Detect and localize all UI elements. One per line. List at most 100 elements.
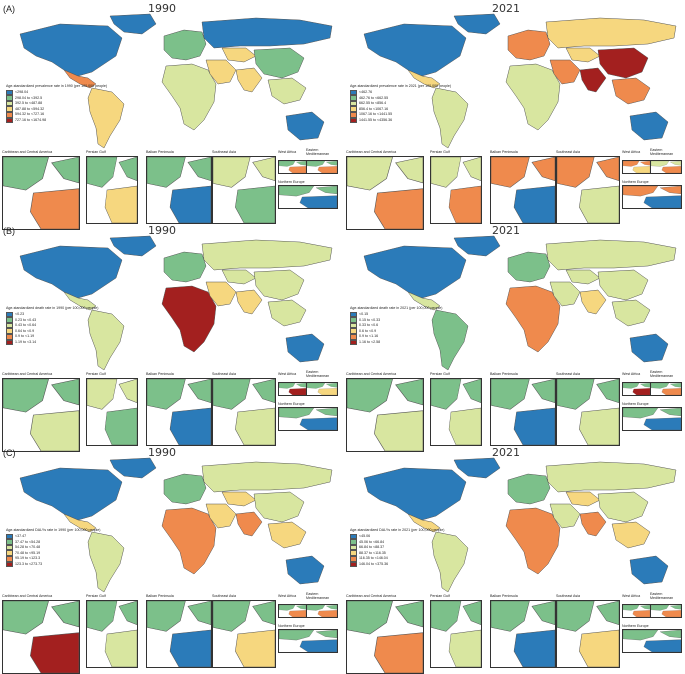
inset-region [623,186,659,197]
legend-swatch [6,317,13,323]
legend-row: 0.6 to <0.9 [350,328,443,334]
inset-map [346,156,424,230]
inset-label: Balkan Peninsula [490,594,518,598]
legend-label: 54.28 to <70.48 [15,545,41,550]
legend-swatch [350,317,357,323]
legend-row: 146.04 to <375.36 [350,561,444,568]
inset-region [30,188,79,229]
inset-map [278,604,307,618]
region-ru [201,17,333,49]
inset-map [278,160,307,174]
inset-region [279,161,296,167]
region-ca2 [221,491,257,507]
region-gl [109,235,157,257]
legend-swatch [6,328,13,334]
legend-row: 1.19 to <3.14 [6,339,99,346]
inset-region [513,407,555,445]
region-sa2 [235,511,263,537]
inset-region [640,605,650,610]
inset-map [556,156,620,224]
legend-swatch [6,339,13,346]
map-year: 2021 [492,224,520,237]
region-cn [597,269,649,301]
legend-label: 0.9 to <1.19 [15,334,35,339]
inset-label: Eastern Mediterranean [650,370,674,378]
inset-map [278,629,338,653]
legend-label: 70.48 to <95.19 [15,550,41,555]
region-sea [267,299,307,327]
legend-swatch [6,95,13,101]
inset-region [288,610,306,617]
inset-region [347,157,393,191]
inset-region [315,408,337,417]
region-sea [611,299,651,327]
region-ca [63,291,97,311]
inset-region [307,605,326,611]
legend-swatch [350,550,357,556]
inset-region [169,629,211,667]
inset-label: Caribbean and Central America [346,372,397,376]
inset-region [659,630,681,639]
legend-swatch [6,333,13,340]
region-ru [545,17,677,49]
inset-label: Northern Europe [278,402,305,406]
legend-swatch [6,117,13,124]
inset-map [622,407,682,431]
legend-swatch [6,106,13,112]
region-af [505,285,561,353]
inset-region [51,601,79,628]
inset-map [556,600,620,668]
legend-label: 0.23 to <0.43 [15,317,37,322]
inset-region [643,417,681,430]
legend-title: Age-standardized death rate in 2021 (per… [350,306,443,310]
region-cn [253,269,305,301]
inset-region [279,605,296,611]
inset-map [2,600,80,674]
inset-region [374,188,423,229]
inset-region [317,610,337,617]
inset-region [557,601,595,632]
legend-label: 0.6 to <0.9 [359,328,377,333]
inset-region [623,383,640,389]
legend-label: 1441.55 to <4356.36 [359,118,393,123]
inset-map [622,604,651,618]
region-sea [267,521,307,549]
legend-row: 0.43 to <0.64 [6,322,99,329]
region-ru [201,239,333,271]
region-eu [163,473,207,505]
inset-region [213,379,251,410]
inset-region [651,605,670,611]
inset-region [579,185,619,223]
inset-region [3,157,49,191]
inset-region [87,601,118,632]
region-ca2 [565,47,601,63]
legend-row: 95.19 to <123.3 [6,555,100,562]
region-sa [431,309,469,371]
inset-label: Balkan Peninsula [146,150,174,154]
legend-row: 0.9 to <1.19 [6,333,99,340]
region-ca [407,513,441,533]
inset-map [306,382,338,396]
world-map [363,457,677,593]
map-legend: Age-standardized DALYs rate in 1990 (per… [6,528,100,568]
legend-label: 1.19 to <3.14 [15,340,37,345]
legend-swatch [6,533,13,540]
legend-swatch [350,555,357,562]
region-au [629,555,669,585]
inset-label: Persian Gulf [86,594,106,598]
legend-row: 0.23 to <0.43 [6,317,99,323]
legend-label: 392.5 to <487.88 [15,101,43,106]
legend-label: <37.47 [15,534,27,539]
inset-region [596,157,619,182]
legend-swatch [6,322,13,329]
inset-map [86,600,138,668]
inset-region [3,379,49,413]
region-gl [453,13,501,35]
map-legend: Age-standardized prevalence rate in 2021… [350,84,451,124]
inset-region [347,379,393,413]
legend-row: 54.28 to <70.48 [6,544,100,551]
map-legend: Age-standardized death rate in 2021 (per… [350,306,443,346]
inset-region [30,632,79,673]
inset-label: Eastern Mediterranean [306,370,330,378]
inset-label: Southeast Asia [556,594,580,598]
